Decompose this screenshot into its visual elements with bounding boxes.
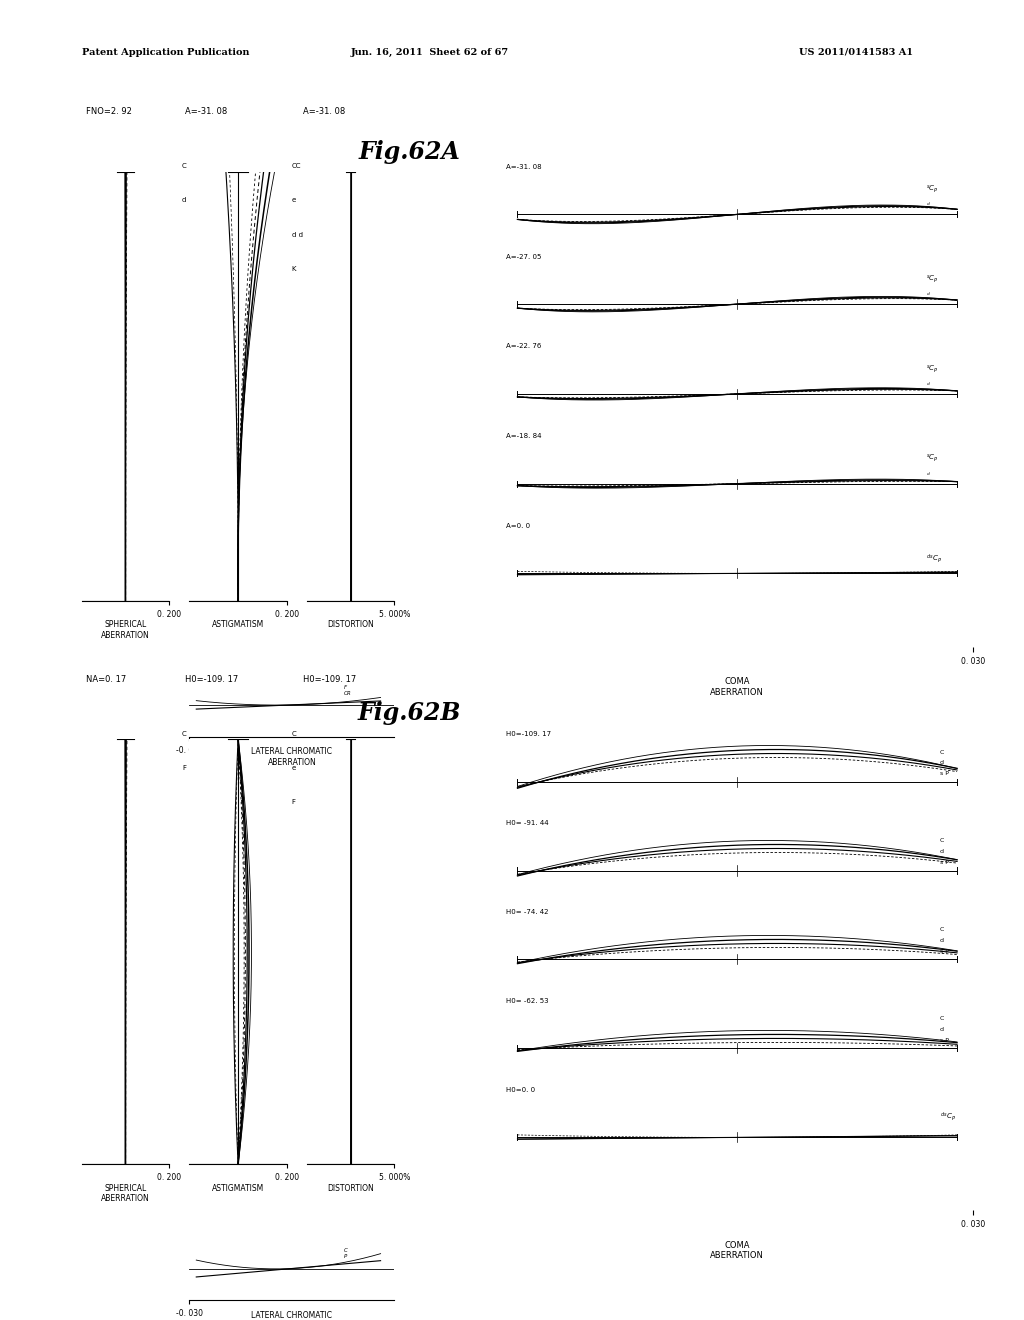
Text: $^d{}^s C_P$: $^d{}^s C_P$ [940, 1111, 955, 1123]
Text: $^d$: $^d$ [926, 202, 931, 207]
Text: d d: d d [292, 231, 302, 238]
Text: C: C [182, 162, 186, 169]
Text: C: C [940, 750, 944, 755]
Text: H0=-109. 17: H0=-109. 17 [507, 731, 552, 738]
Text: H0= -91. 44: H0= -91. 44 [507, 821, 549, 826]
Text: A=-31. 08: A=-31. 08 [507, 164, 542, 170]
Text: $^s C_P$: $^s C_P$ [926, 453, 938, 465]
Text: ASTIGMATISM: ASTIGMATISM [212, 620, 264, 630]
Text: F: F [292, 799, 296, 805]
Text: A=0. 0: A=0. 0 [507, 523, 530, 529]
Text: H0= -74. 42: H0= -74. 42 [507, 909, 549, 916]
Text: $^d$: $^d$ [926, 381, 931, 387]
Text: $^{d}{}^s C_P$: $^{d}{}^s C_P$ [926, 553, 942, 565]
Text: $^F_{CR}$: $^F_{CR}$ [343, 682, 352, 697]
Text: H0= -62. 53: H0= -62. 53 [507, 998, 549, 1005]
Text: d: d [940, 1027, 944, 1032]
Text: LATERAL CHROMATIC
ABERRATION: LATERAL CHROMATIC ABERRATION [251, 1311, 333, 1320]
Text: $^s C_P$: $^s C_P$ [926, 273, 938, 285]
Text: $^s C_P$: $^s C_P$ [926, 363, 938, 375]
Text: K: K [292, 267, 296, 272]
Text: $^s C_P$: $^s C_P$ [926, 183, 938, 195]
Text: A=-31. 08: A=-31. 08 [303, 107, 345, 116]
Text: FNO=2. 92: FNO=2. 92 [86, 107, 132, 116]
Text: Fig.62A: Fig.62A [358, 140, 461, 164]
Text: d: d [940, 760, 944, 764]
Text: ASTIGMATISM: ASTIGMATISM [212, 1184, 264, 1193]
Text: s P: s P [940, 771, 948, 776]
Text: s P: s P [940, 949, 948, 954]
Text: C: C [182, 731, 186, 737]
Text: A=-31. 08: A=-31. 08 [184, 107, 227, 116]
Text: LATERAL CHROMATIC
ABERRATION: LATERAL CHROMATIC ABERRATION [251, 747, 333, 767]
Text: C: C [940, 928, 944, 932]
Text: C: C [940, 1016, 944, 1022]
Text: COMA
ABERRATION: COMA ABERRATION [711, 1241, 764, 1261]
Text: Patent Application Publication: Patent Application Publication [82, 48, 250, 57]
Text: US 2011/0141583 A1: US 2011/0141583 A1 [799, 48, 912, 57]
Text: e: e [292, 197, 296, 203]
Text: A=-18. 84: A=-18. 84 [507, 433, 542, 440]
Text: C: C [292, 731, 296, 737]
Text: Jun. 16, 2011  Sheet 62 of 67: Jun. 16, 2011 Sheet 62 of 67 [351, 48, 509, 57]
Text: d: d [182, 197, 186, 203]
Text: NA=0. 17: NA=0. 17 [86, 675, 127, 684]
Text: DISTORTION: DISTORTION [328, 1184, 374, 1193]
Text: $^C_P$: $^C_P$ [343, 1246, 349, 1261]
Text: $^d$: $^d$ [926, 292, 931, 297]
Text: Fig.62B: Fig.62B [357, 701, 462, 725]
Text: C: C [940, 838, 944, 843]
Text: H0=-109. 17: H0=-109. 17 [184, 675, 238, 684]
Text: d: d [940, 849, 944, 854]
Text: COMA
ABERRATION: COMA ABERRATION [711, 677, 764, 697]
Text: CC: CC [292, 162, 301, 169]
Text: A=-27. 05: A=-27. 05 [507, 253, 542, 260]
Text: SPHERICAL
ABERRATION: SPHERICAL ABERRATION [101, 620, 150, 640]
Text: d: d [940, 937, 944, 942]
Text: DISTORTION: DISTORTION [328, 620, 374, 630]
Text: F: F [182, 764, 186, 771]
Text: e: e [292, 764, 296, 771]
Text: A=-22. 76: A=-22. 76 [507, 343, 542, 350]
Text: s P: s P [940, 861, 948, 865]
Text: s P: s P [940, 1038, 948, 1043]
Text: $^d$: $^d$ [926, 471, 931, 477]
Text: H0=0. 0: H0=0. 0 [507, 1088, 536, 1093]
Text: H0=-109. 17: H0=-109. 17 [303, 675, 356, 684]
Text: SPHERICAL
ABERRATION: SPHERICAL ABERRATION [101, 1184, 150, 1204]
